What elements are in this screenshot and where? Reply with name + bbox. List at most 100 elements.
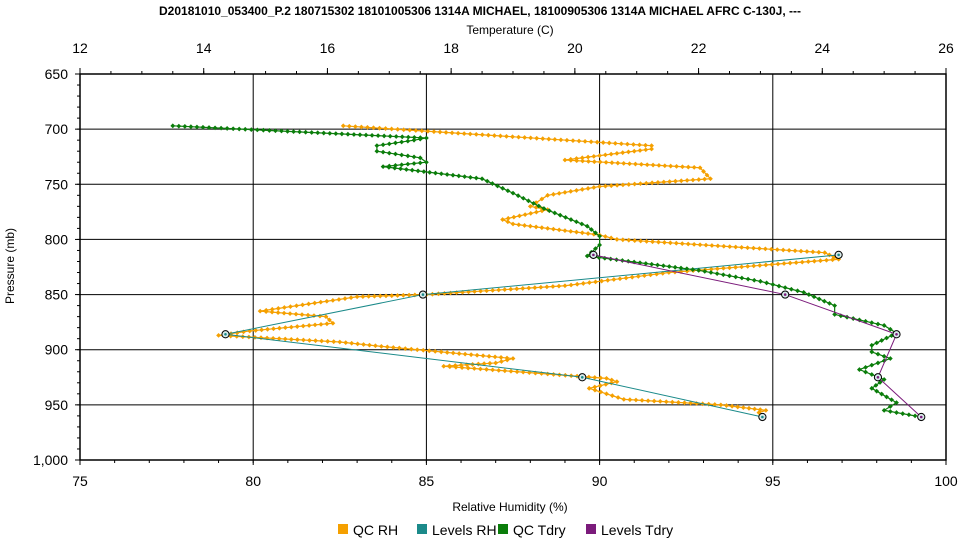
qc-rh-point	[550, 284, 556, 289]
qc-rh-point	[544, 284, 550, 290]
qc-tdry-point	[188, 124, 194, 130]
qc-rh-point	[441, 363, 447, 369]
qc-rh-point	[330, 297, 336, 303]
qc-rh-point	[643, 180, 649, 186]
qc-rh-point	[510, 134, 515, 140]
qc-tdry-point	[500, 185, 506, 191]
qc-rh-point	[545, 192, 551, 198]
qc-rh-point	[597, 153, 602, 159]
qc-tdry-point	[380, 149, 386, 155]
qc-rh-point	[472, 289, 477, 294]
qc-rh-point	[627, 161, 632, 167]
qc-rh-point	[586, 158, 591, 164]
qc-tdry-point	[242, 126, 248, 132]
qc-rh-point	[645, 398, 651, 404]
qc-rh-point	[288, 336, 294, 342]
qc-tdry-point	[405, 134, 411, 140]
qc-rh-point	[648, 272, 653, 278]
qc-rh-point	[781, 261, 787, 266]
qc-rh-point	[615, 395, 621, 400]
qc-rh-point	[751, 245, 756, 251]
qc-tdry-point	[563, 214, 568, 220]
qc-tdry-point	[727, 273, 732, 279]
qc-rh-point	[574, 229, 579, 235]
qc-rh-point	[408, 346, 414, 352]
qc-rh-point	[638, 181, 643, 187]
qc-tdry-point	[832, 312, 838, 317]
qc-tdry-point	[374, 143, 380, 149]
levels-tdry-series	[589, 250, 926, 422]
qc-tdry-point	[398, 166, 403, 172]
qc-rh-point	[378, 344, 384, 349]
temp-tick-label: 26	[938, 40, 954, 56]
qc-rh-point	[307, 337, 312, 343]
qc-rh-point	[465, 365, 471, 371]
qc-rh-point	[598, 375, 604, 381]
qc-rh-point	[818, 258, 823, 264]
qc-rh-point	[527, 203, 533, 209]
qc-tdry-point	[869, 320, 875, 326]
qc-rh-point	[263, 309, 269, 315]
qc-tdry-point	[863, 369, 868, 375]
legend-label-levels-rh: Levels RH	[432, 522, 497, 538]
qc-rh-point	[740, 405, 746, 411]
qc-tdry-point	[827, 300, 832, 306]
qc-rh-point	[708, 266, 714, 272]
qc-rh-point	[556, 190, 562, 196]
qc-rh-point	[592, 384, 598, 390]
qc-rh-point	[420, 347, 426, 353]
qc-rh-point	[413, 128, 419, 133]
levels-rh-point-center	[224, 332, 227, 336]
qc-rh-point	[774, 247, 780, 253]
qc-rh-point	[591, 159, 597, 165]
pressure-tick-label: 700	[45, 121, 69, 137]
qc-tdry-point	[877, 380, 883, 385]
qc-rh-point	[609, 393, 615, 399]
qc-rh-point	[662, 163, 668, 169]
qc-rh-point	[522, 223, 527, 228]
qc-tdry-point	[479, 176, 485, 182]
qc-tdry-point	[424, 135, 429, 141]
qc-rh-point	[644, 238, 650, 244]
qc-rh-point	[558, 137, 564, 143]
qc-tdry-point	[588, 227, 594, 232]
rh-tick-label: 80	[245, 473, 261, 489]
qc-tdry-point	[393, 140, 398, 146]
qc-tdry-point	[411, 161, 417, 166]
qc-rh-point	[667, 179, 673, 185]
qc-rh-point	[508, 368, 514, 374]
qc-tdry-point	[399, 139, 405, 145]
qc-rh-point	[714, 266, 720, 272]
qc-tdry-point	[894, 400, 899, 406]
qc-rh-point	[697, 165, 703, 171]
qc-rh-point	[591, 153, 597, 159]
qc-tdry-point	[584, 223, 590, 229]
levels-rh-point-center	[761, 415, 764, 419]
levels-rh-point-center	[580, 375, 584, 379]
qc-rh-point	[373, 343, 378, 349]
qc-rh-point	[599, 278, 605, 284]
qc-tdry-point	[881, 407, 887, 413]
qc-rh-point	[265, 326, 270, 332]
qc-tdry-point	[489, 181, 495, 186]
qc-rh-point	[306, 301, 312, 307]
qc-tdry-point	[510, 190, 516, 196]
rh-tick-label: 75	[72, 473, 88, 489]
qc-tdry-point	[708, 270, 714, 275]
qc-rh-point	[668, 163, 674, 169]
pressure-tick-label: 950	[45, 397, 69, 413]
qc-rh-point	[627, 397, 633, 403]
qc-tdry-point	[584, 253, 590, 259]
qc-rh-point	[685, 164, 691, 170]
qc-tdry-point	[405, 153, 411, 159]
qc-rh-point	[545, 371, 551, 377]
qc-rh-point	[480, 353, 486, 359]
qc-tdry-point	[788, 286, 794, 292]
qc-rh-point	[491, 133, 497, 138]
qc-tdry-point	[751, 277, 757, 283]
qc-rh-point	[656, 239, 661, 245]
qc-rh-point	[724, 403, 729, 408]
legend-swatch-levels-rh	[417, 524, 427, 534]
qc-tdry-point	[733, 274, 739, 280]
qc-tdry-point	[666, 264, 672, 269]
